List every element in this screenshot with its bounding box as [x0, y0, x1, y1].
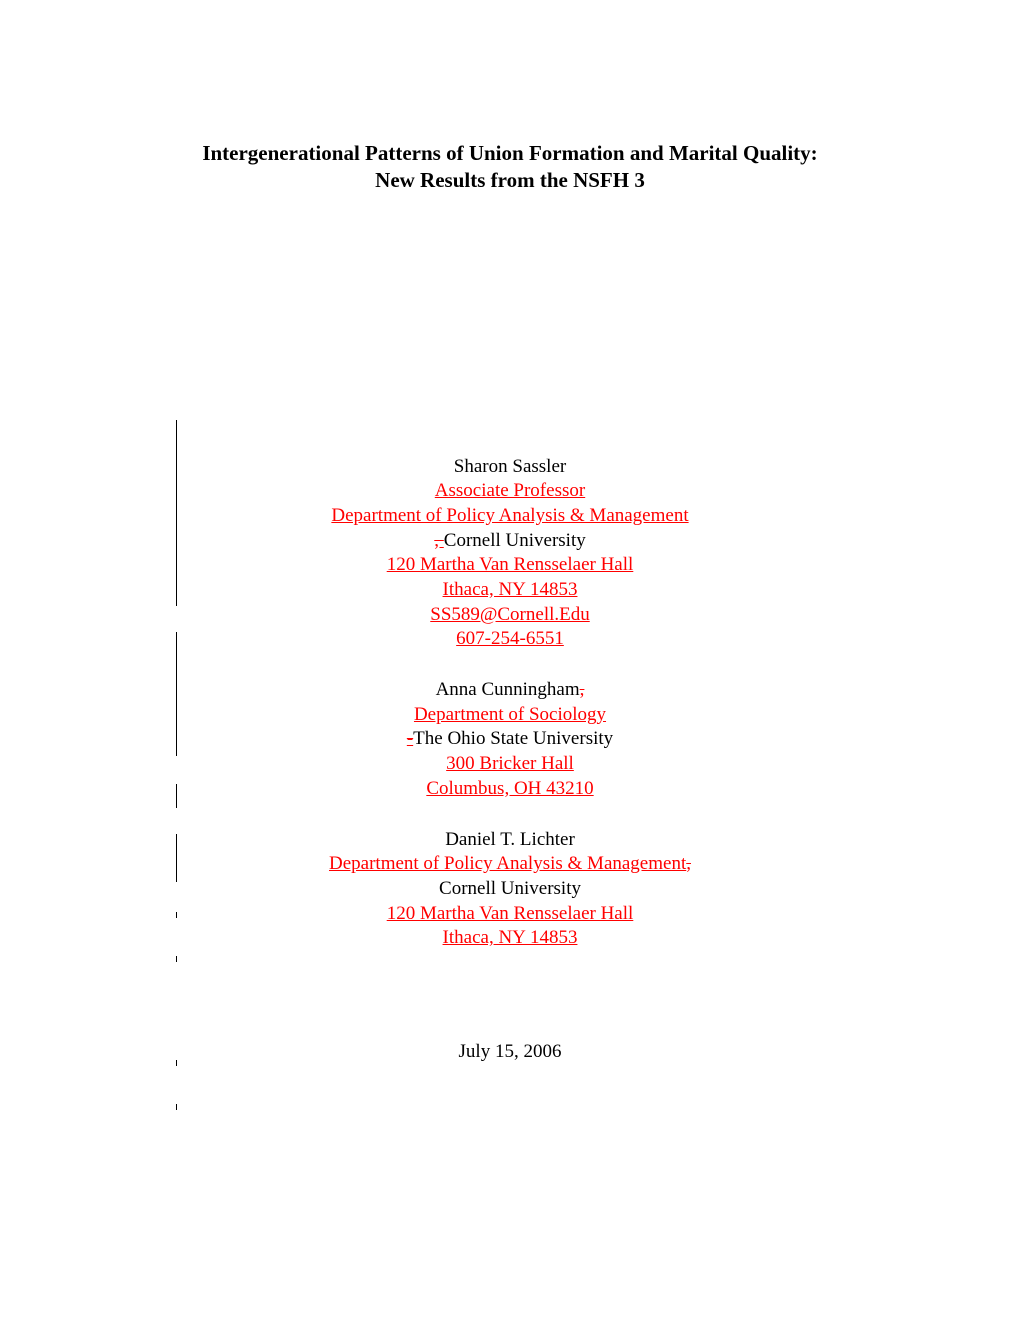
change-bar: [176, 632, 177, 756]
author-line: Cornell University: [439, 878, 581, 899]
author-line: 607-254-6551: [456, 628, 564, 649]
date: July 15, 2006: [140, 1041, 880, 1063]
author-name: Anna Cunningham: [436, 679, 580, 700]
change-bar: [176, 784, 177, 808]
change-bar: [176, 834, 177, 882]
strike-suffix: ,: [580, 679, 585, 700]
author-block-3: Daniel T. Lichter Department of Policy A…: [140, 828, 880, 951]
author-block-1: Sharon Sassler Associate Professor Depar…: [140, 455, 880, 653]
change-bar: [176, 1104, 177, 1110]
author-line: 300 Bricker Hall: [446, 753, 574, 774]
author-line: Columbus, OH 43210: [426, 778, 593, 799]
title-line-1: Intergenerational Patterns of Union Form…: [140, 140, 880, 167]
author-line: Associate Professor: [435, 480, 585, 501]
author-line: Department of Sociology: [414, 704, 606, 725]
title-block: Intergenerational Patterns of Union Form…: [140, 140, 880, 195]
change-bar: [176, 420, 177, 606]
document-page: Intergenerational Patterns of Union Form…: [0, 0, 1020, 1063]
title-line-2: New Results from the NSFH 3: [140, 167, 880, 194]
author-line: SS589@Cornell.Edu: [430, 604, 589, 625]
author-block-2: Anna Cunningham, Department of Sociology…: [140, 678, 880, 801]
strike-prefix: ,: [434, 530, 444, 551]
author-line: Ithaca, NY 14853: [443, 927, 578, 948]
author-name: Sharon Sassler: [140, 455, 880, 480]
author-line: Department of Policy Analysis & Manageme…: [329, 853, 686, 874]
change-bar: [176, 1060, 177, 1066]
author-line: The Ohio State University: [413, 728, 613, 749]
author-line: Cornell University: [444, 530, 586, 551]
author-line: Department of Policy Analysis & Manageme…: [331, 505, 688, 526]
author-line: 120 Martha Van Rensselaer Hall: [387, 903, 634, 924]
change-bar: [176, 912, 177, 918]
strike-suffix: ,: [686, 853, 691, 874]
author-line: Ithaca, NY 14853: [443, 579, 578, 600]
author-line: 120 Martha Van Rensselaer Hall: [387, 554, 634, 575]
change-bar: [176, 956, 177, 962]
author-name: Daniel T. Lichter: [140, 828, 880, 853]
